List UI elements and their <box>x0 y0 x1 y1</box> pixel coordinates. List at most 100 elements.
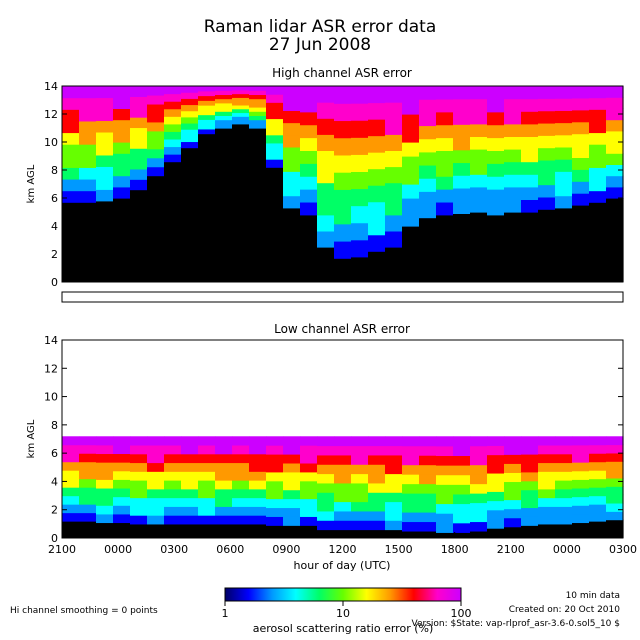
heatmap-cell-low-error <box>470 530 488 538</box>
heatmap-cell <box>232 101 250 106</box>
heatmap-cell <box>130 158 148 170</box>
heatmap-cell <box>351 222 369 241</box>
y-tick-label: 10 <box>44 136 58 149</box>
heatmap-cell-low-error <box>572 205 590 282</box>
heatmap-cell <box>521 436 539 446</box>
heatmap-cell <box>113 153 131 165</box>
heatmap-cell <box>521 98 539 112</box>
heatmap-cell <box>198 119 216 125</box>
heatmap-cell <box>147 436 165 446</box>
heatmap-cell <box>249 436 267 446</box>
heatmap-cell <box>334 492 352 503</box>
heatmap-cell <box>249 506 267 516</box>
heatmap-cell <box>113 513 131 524</box>
heatmap-cell <box>300 453 318 464</box>
heatmap-cell <box>215 471 233 481</box>
heatmap-cell <box>147 139 165 150</box>
heatmap-cell <box>385 492 403 503</box>
heatmap-cell <box>436 465 454 476</box>
heatmap-cell <box>164 138 182 148</box>
heatmap-cell <box>232 116 250 121</box>
heatmap-cell <box>317 482 335 493</box>
heatmap-cell <box>385 445 403 456</box>
heatmap-cell-low-error <box>283 207 301 282</box>
heatmap-cell <box>79 144 97 157</box>
heatmap-cell <box>453 484 471 495</box>
heatmap-cell <box>215 119 233 125</box>
heatmap-cell <box>232 506 250 516</box>
heatmap-cell <box>487 98 505 113</box>
y-tick-label: 0 <box>51 532 58 545</box>
heatmap-cell <box>589 97 607 110</box>
heatmap-cell <box>317 436 335 447</box>
heatmap-cell <box>283 159 301 172</box>
heatmap-cell <box>470 464 488 475</box>
heatmap-cell <box>589 132 607 145</box>
heatmap-cell <box>572 157 590 170</box>
heatmap-cell <box>232 480 250 490</box>
heatmap-cell-no-signal <box>266 340 284 437</box>
heatmap-cell <box>555 436 573 446</box>
heatmap-cell <box>249 115 267 121</box>
heatmap-cell <box>164 506 182 516</box>
heatmap-cell <box>283 134 301 148</box>
heatmap-cell <box>521 123 539 137</box>
heatmap-cell <box>113 130 131 143</box>
heatmap-cell <box>385 464 403 475</box>
heatmap-cell <box>232 93 250 98</box>
heatmap-cell-no-signal <box>147 340 165 437</box>
heatmap-cell <box>470 521 488 532</box>
heatmap-cell <box>266 134 284 144</box>
heatmap-cell <box>555 453 573 464</box>
heatmap-cell <box>283 445 301 455</box>
heatmap-cell <box>96 97 114 110</box>
heatmap-cell-low-error <box>198 133 216 282</box>
heatmap-cell <box>572 121 590 135</box>
heatmap-cell <box>198 436 216 446</box>
heatmap-cell <box>334 501 352 512</box>
heatmap-cell <box>79 512 97 522</box>
heatmap-cell <box>470 199 488 213</box>
heatmap-cell <box>198 95 216 101</box>
heatmap-cell <box>79 461 97 471</box>
heatmap-cell <box>266 507 284 517</box>
heatmap-cell <box>385 118 403 135</box>
heatmap-cell <box>606 119 624 132</box>
heatmap-cell <box>606 97 624 109</box>
x-tick-label: 0000 <box>104 543 132 556</box>
heatmap-cell <box>300 163 318 177</box>
heatmap-cell <box>385 182 403 200</box>
heatmap-cell <box>283 98 301 111</box>
heatmap-cell <box>164 154 182 163</box>
heatmap-cell <box>249 497 267 507</box>
heatmap-cell <box>538 122 556 136</box>
heatmap-cell <box>368 473 386 484</box>
heatmap-cell <box>436 163 454 177</box>
heatmap-cell <box>130 471 148 481</box>
heatmap-cell <box>113 86 131 98</box>
heatmap-cell <box>538 436 556 446</box>
heatmap-cell <box>300 462 318 473</box>
heatmap-cell <box>249 98 267 104</box>
heatmap-cell <box>402 142 420 157</box>
heatmap-cell <box>453 175 471 189</box>
heatmap-cell <box>283 436 301 446</box>
low-panel-ylabel: km AGL <box>26 419 37 458</box>
heatmap-cell-low-error <box>113 198 131 282</box>
heatmap-cell <box>470 474 488 485</box>
heatmap-cell <box>385 102 403 119</box>
x-tick-label: 2100 <box>497 543 525 556</box>
heatmap-cell <box>266 436 284 446</box>
heatmap-cell <box>181 92 199 99</box>
heatmap-cell <box>487 518 505 529</box>
heatmap-cell <box>368 201 386 219</box>
heatmap-cell <box>487 189 505 203</box>
heatmap-cell <box>62 495 80 505</box>
heatmap-cell <box>334 137 352 156</box>
heatmap-cell <box>453 149 471 164</box>
high-channel-panel: 0 2 4 6 8 10 12 14 km AGL <box>26 80 624 289</box>
heatmap-cell <box>181 129 199 136</box>
heatmap-cell <box>181 86 199 93</box>
heatmap-cell <box>215 506 233 516</box>
heatmap-cell-no-signal <box>385 340 403 437</box>
